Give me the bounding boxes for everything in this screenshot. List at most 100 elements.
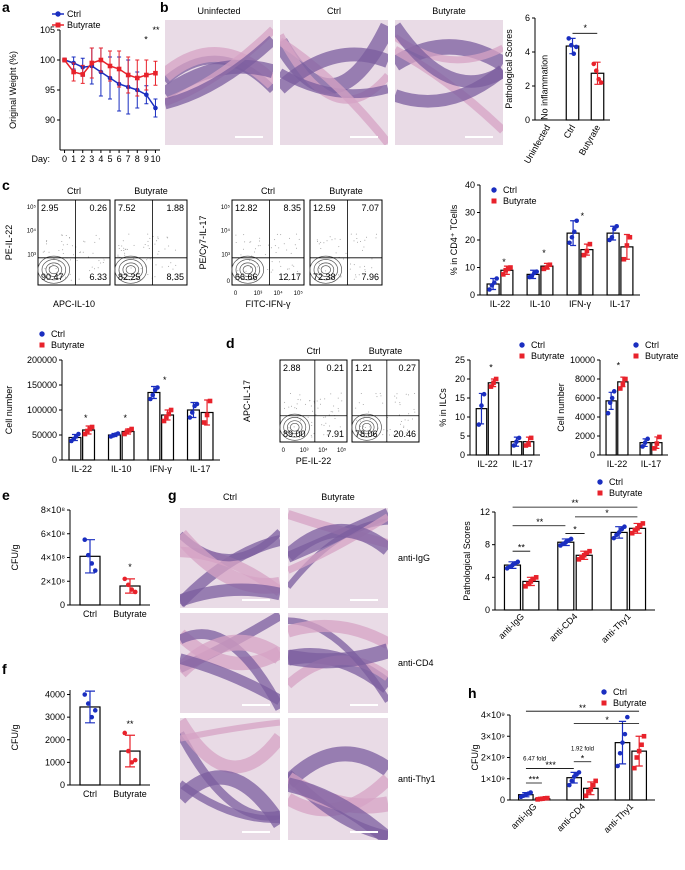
row-label: anti-IgG [398,553,430,563]
tissue-band [288,523,388,561]
event-dot [369,426,371,428]
x-tick-label: anti-Thy1 [602,801,636,835]
data-point [116,66,122,72]
event-dot [407,394,409,396]
data-point [621,256,627,262]
event-dot [83,240,85,242]
y-tick-label: 2×10⁸ [41,576,65,586]
data-point [615,763,620,769]
y-tick-label: 3000 [45,712,65,722]
event-dot [276,233,278,235]
legend-label: Butyrate [613,698,647,708]
data-point [164,414,169,420]
quadrant-percent: 1.21 [355,363,373,373]
event-dot [124,248,126,250]
event-dot [299,420,301,422]
contour [125,265,136,275]
event-dot [296,233,298,235]
tissue-band [180,653,280,705]
annotation: * [605,508,609,518]
event-dot [70,259,72,261]
data-point [523,584,528,589]
event-dot [362,403,364,405]
event-dot [350,233,352,235]
event-dot [323,242,325,244]
x-tick-label: IL-22 [477,459,498,469]
event-dot [338,274,340,276]
event-dot [297,270,299,272]
data-point [132,589,138,595]
data-point [573,44,579,50]
data-point [629,530,635,536]
y-tick-label: 10000 [570,355,595,365]
x-tick-label: Butyrate [113,789,147,799]
event-dot [413,408,415,410]
event-dot [310,405,312,407]
annotation: * [581,753,585,763]
event-dot [259,245,261,247]
event-dot [127,248,129,250]
event-dot [46,240,48,242]
event-dot [69,273,71,275]
event-dot [380,395,382,397]
y-tick-label: 2 [525,81,530,91]
y-tick-label: 0 [460,450,465,460]
quadrant-percent: 1.88 [166,203,184,213]
event-dot [371,267,373,269]
data-point [487,287,492,292]
y-tick-label: 0 [60,600,65,610]
event-dot [353,240,355,242]
event-dot [320,403,322,405]
x-tick-label: 10³ [254,291,263,297]
legend-label: Ctrl [645,340,659,350]
event-dot [397,433,399,435]
quadrant-percent: 20.46 [393,429,416,439]
bar [565,45,580,121]
contour [355,417,379,438]
event-dot [363,418,365,420]
x-tick-label: IL-22 [71,464,92,474]
x-tick-label: IL-22 [490,299,511,309]
data-point [76,431,81,437]
event-dot [250,277,252,279]
quadrant-percent: 7.96 [361,272,379,282]
event-dot [280,265,282,267]
legend-label: Ctrl [613,687,627,697]
quadrant-percent: 8.35 [283,203,301,213]
data-point [85,552,91,558]
data-point [588,787,594,792]
event-dot [363,246,365,248]
event-dot [158,250,160,252]
event-dot [89,270,91,272]
data-point [583,793,589,799]
y-axis-label: APC-IL-17 [242,380,252,422]
data-point [493,376,499,382]
data-point [541,266,547,272]
quadrant-percent: 89.00 [283,429,306,439]
event-dot [366,236,368,238]
event-dot [143,246,145,248]
event-dot [396,397,398,399]
event-dot [168,265,170,267]
event-dot [283,243,285,245]
data-point [129,760,135,765]
event-dot [300,399,302,401]
event-dot [293,426,295,428]
y-tick-label: 10 [465,263,475,273]
contour [114,255,148,284]
event-dot [317,407,319,409]
event-dot [133,244,135,246]
event-dot [148,247,150,249]
event-dot [256,266,258,268]
event-dot [375,393,377,395]
event-dot [399,402,401,404]
event-dot [140,268,142,270]
event-dot [307,416,309,418]
legend-label: Butyrate [531,351,565,361]
data-point [187,415,193,420]
x-tick-label: 10⁵ [294,290,304,297]
event-dot [65,234,67,236]
contour [287,420,303,435]
event-dot [298,436,300,438]
x-tick-label: Uninfected [522,123,552,165]
